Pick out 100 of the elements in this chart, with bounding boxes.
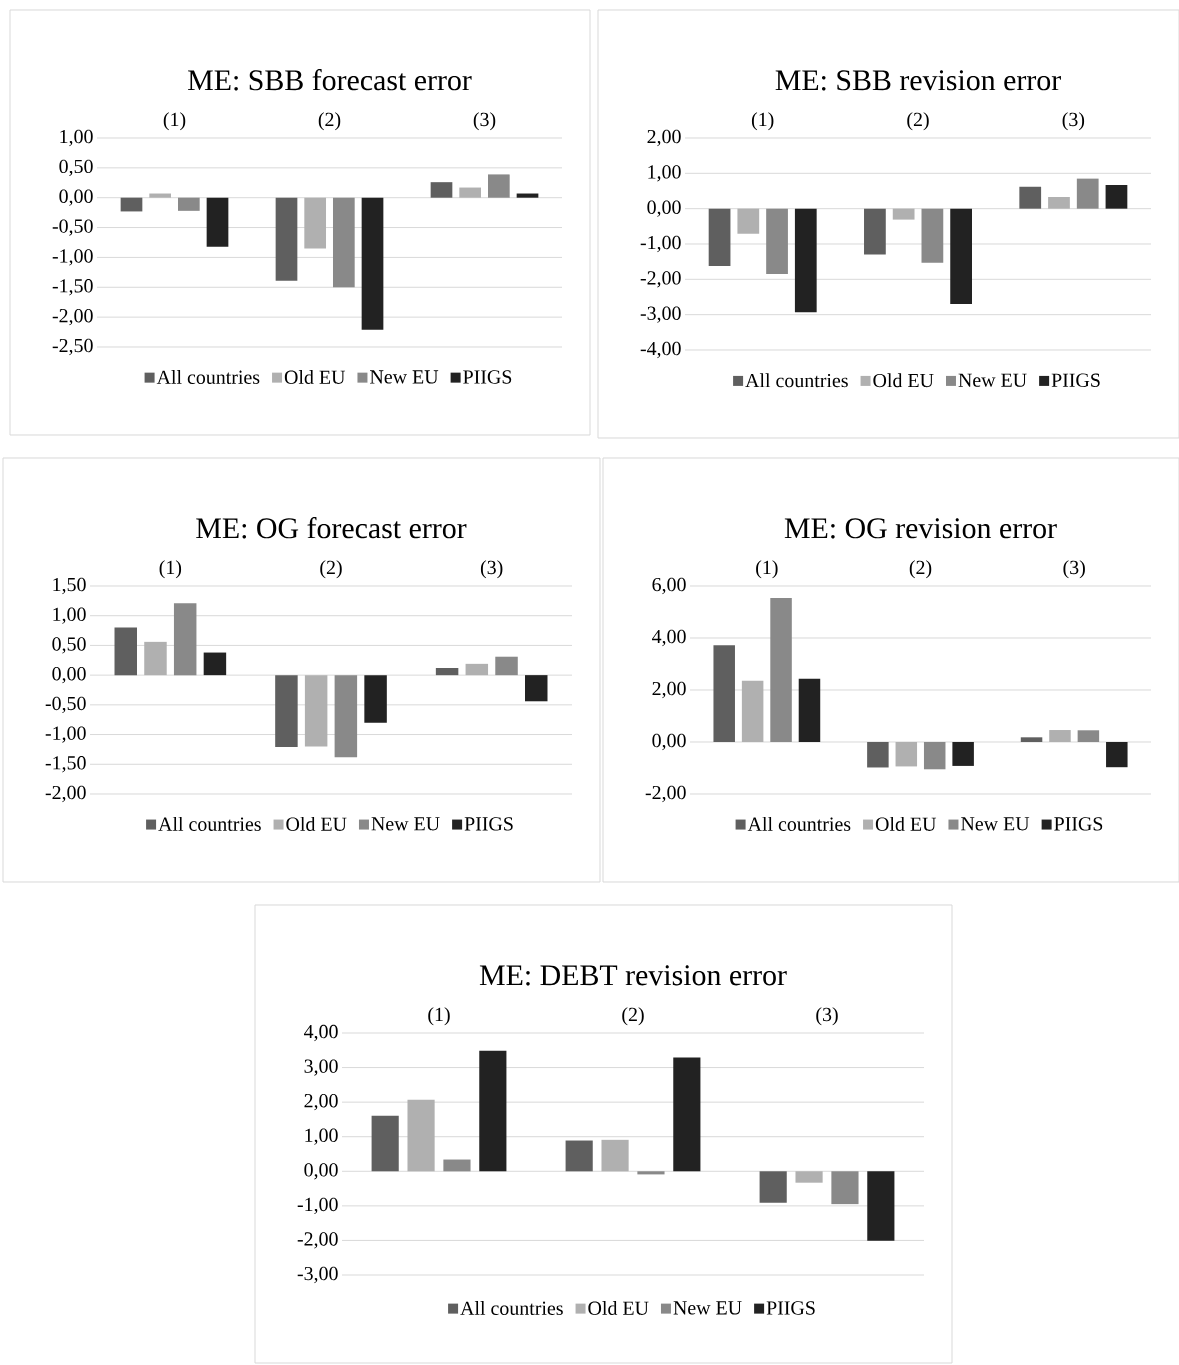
bar: [275, 197, 298, 281]
y-tick-label: 0,00: [652, 733, 686, 751]
y-tick-label: 1,00: [648, 165, 681, 182]
bar: [371, 1115, 399, 1172]
y-tick-label: 1,00: [53, 607, 86, 624]
y-tick-label: -1,50: [52, 279, 93, 296]
bar: [479, 1050, 507, 1172]
legend-label: Old EU: [286, 816, 347, 831]
bar: [1049, 730, 1071, 742]
bar: [275, 675, 298, 748]
bar: [407, 1099, 435, 1172]
y-tick-label: 1,50: [53, 577, 86, 595]
bar: [435, 668, 459, 676]
bar: [637, 1171, 665, 1175]
legend-label: PIIGS: [1054, 817, 1103, 831]
x-tick-label: (3): [1062, 112, 1085, 131]
bar: [430, 182, 453, 198]
bar: [895, 741, 918, 767]
chart-title: ME: SBB revision error: [775, 70, 1061, 91]
bar: [495, 656, 518, 676]
bar: [149, 193, 172, 198]
bar: [770, 597, 792, 742]
legend-label: All countries: [156, 369, 260, 384]
bar: [921, 208, 944, 263]
legend-label: New EU: [961, 817, 1030, 831]
bar: [304, 197, 327, 249]
legend-label: PIIGS: [463, 370, 512, 384]
y-tick-label: 2,00: [647, 129, 681, 147]
y-tick-label: -0,50: [52, 219, 93, 236]
bar: [794, 208, 817, 313]
legend-label: Old EU: [875, 816, 937, 831]
bar: [831, 1171, 859, 1205]
bar: [361, 197, 384, 330]
chart-title: ME: SBB forecast error: [188, 69, 472, 91]
bar: [759, 1171, 787, 1203]
y-tick-label: 6,00: [652, 577, 686, 595]
y-tick-label: 0,00: [52, 666, 86, 684]
bar: [952, 741, 974, 766]
y-tick-label: 4,00: [652, 629, 686, 647]
x-tick-label: (3): [1063, 560, 1085, 579]
bar: [465, 663, 489, 676]
bar: [120, 197, 143, 212]
x-tick-label: (1): [159, 560, 182, 579]
x-tick-label: (3): [473, 112, 496, 131]
y-tick-label: -1,00: [640, 235, 681, 253]
y-tick-label: -1,00: [52, 249, 93, 266]
y-tick-label: 1,00: [60, 129, 93, 147]
bar: [516, 193, 539, 198]
x-tick-label: (2): [320, 560, 342, 579]
y-tick-label: -2,00: [297, 1232, 338, 1249]
bar: [332, 197, 355, 288]
bar: [565, 1140, 593, 1172]
x-tick-label: (3): [816, 1007, 838, 1026]
bar: [1077, 730, 1100, 742]
y-tick-label: -4,00: [640, 341, 681, 359]
legend-label: Old EU: [284, 369, 346, 384]
legend-label: New EU: [673, 1301, 742, 1315]
legend-label: New EU: [370, 370, 439, 384]
bar: [364, 675, 387, 723]
bar: [708, 208, 731, 266]
bar: [177, 197, 200, 211]
y-tick-label: -0,50: [45, 696, 86, 714]
bar: [741, 680, 764, 742]
bar: [443, 1159, 471, 1172]
y-tick-label: 0,50: [59, 159, 93, 176]
y-tick-label: 2,00: [304, 1093, 338, 1111]
chart-title: ME: OG revision error: [784, 518, 1057, 539]
y-tick-label: 1,00: [305, 1128, 338, 1145]
bar: [487, 174, 510, 198]
bar: [950, 208, 972, 305]
bar: [766, 208, 788, 275]
bar: [1105, 184, 1128, 209]
bar: [798, 678, 821, 742]
y-tick-label: 0,00: [647, 200, 681, 217]
bar: [1106, 741, 1128, 768]
y-tick-label: 0,00: [59, 189, 93, 206]
chart-title: ME: OG forecast error: [196, 517, 467, 539]
x-tick-label: (1): [163, 112, 186, 131]
bar: [795, 1171, 823, 1183]
x-tick-label: (1): [756, 560, 778, 579]
legend-label: New EU: [958, 373, 1027, 387]
bar: [525, 675, 548, 702]
bar: [334, 675, 358, 758]
bar: [144, 641, 167, 676]
bar: [737, 208, 760, 234]
bar: [1019, 186, 1042, 209]
y-tick-label: 2,00: [652, 681, 686, 699]
bar: [1048, 197, 1070, 209]
bar: [203, 652, 227, 676]
x-tick-label: (1): [428, 1007, 450, 1026]
x-tick-label: (2): [907, 112, 929, 131]
legend-label: PIIGS: [1051, 373, 1100, 387]
y-tick-label: -1,50: [45, 756, 86, 773]
bar: [867, 741, 889, 768]
legend-label: All countries: [158, 816, 261, 831]
bar: [173, 603, 197, 676]
bar: [892, 208, 915, 220]
bar: [1076, 178, 1099, 209]
bar: [867, 1171, 895, 1241]
legend-label: All countries: [460, 1300, 563, 1315]
